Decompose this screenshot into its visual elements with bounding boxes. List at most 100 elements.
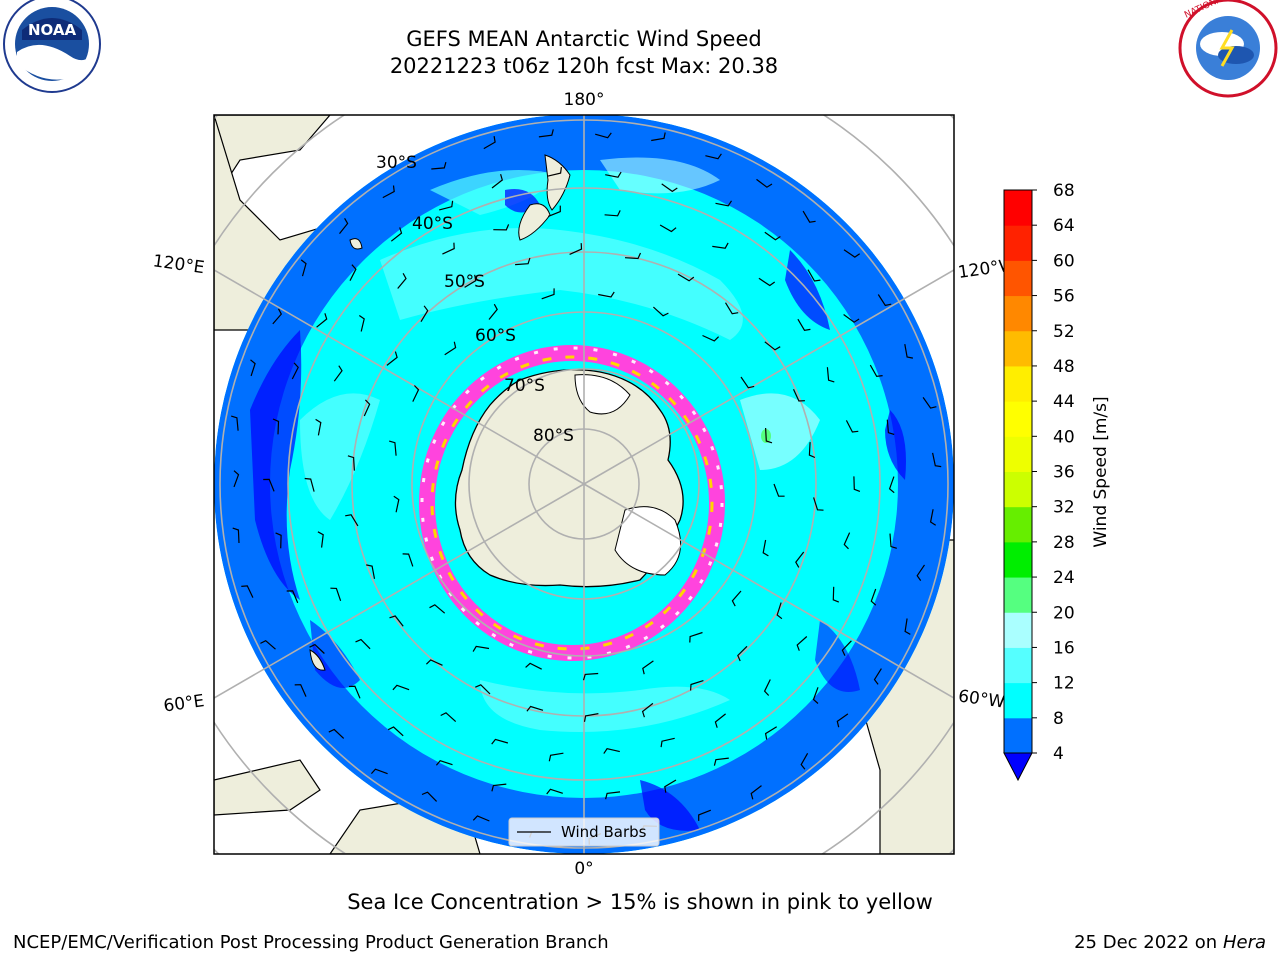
wind-barb bbox=[843, 532, 851, 550]
wind-barb bbox=[763, 679, 771, 696]
wind-barb bbox=[390, 227, 403, 242]
wind-barb bbox=[387, 726, 404, 737]
colorbar-tick-label: 16 bbox=[1053, 638, 1075, 658]
wind-barb bbox=[541, 288, 555, 300]
wind-barb bbox=[661, 183, 678, 193]
wind-barb bbox=[464, 274, 477, 288]
wind-barb bbox=[425, 659, 443, 666]
wind-barb bbox=[345, 514, 359, 527]
wind-barb bbox=[472, 645, 490, 652]
wind-barb bbox=[764, 341, 781, 351]
wind-barb bbox=[660, 737, 675, 748]
wind-barb bbox=[792, 388, 805, 402]
noaa-logo-text: NOAA bbox=[28, 21, 77, 39]
wind-barb bbox=[583, 713, 599, 722]
wind-barb bbox=[333, 365, 343, 382]
lat-label-70s: 70°S bbox=[504, 376, 545, 396]
wind-barb bbox=[316, 313, 328, 328]
wind-barb bbox=[429, 604, 446, 614]
wind-barb bbox=[808, 442, 816, 459]
wind-barb bbox=[796, 636, 808, 651]
wind-barb bbox=[431, 161, 447, 170]
colorbar-tick-label: 48 bbox=[1053, 357, 1075, 377]
wind-barb bbox=[392, 684, 410, 691]
wind-barb bbox=[677, 273, 695, 282]
wind-barb bbox=[339, 218, 349, 234]
colorbar-label: Wind Speed [m/s] bbox=[1091, 396, 1111, 547]
wind-barb bbox=[904, 343, 914, 359]
wind-barb bbox=[397, 273, 407, 289]
colorbar-tick-label: 20 bbox=[1053, 603, 1075, 623]
wind-barb bbox=[347, 455, 355, 471]
colorbar-segment bbox=[1004, 682, 1032, 719]
wind-barb bbox=[595, 132, 612, 139]
wind-barb bbox=[546, 788, 563, 795]
colorbar-tick-label: 32 bbox=[1053, 498, 1075, 518]
lat-label-80s: 80°S bbox=[533, 426, 574, 446]
wind-barb bbox=[750, 785, 762, 800]
wind-barb bbox=[442, 242, 455, 255]
colorbar-tick-label: 12 bbox=[1053, 674, 1075, 694]
nws-logo: NATIONAL WEATHER SERVICE bbox=[1178, 0, 1280, 98]
colorbar-tick-label: 40 bbox=[1053, 427, 1075, 447]
colorbar-segment bbox=[1004, 190, 1032, 226]
colorbar-segment bbox=[1004, 436, 1032, 472]
wind-barb bbox=[330, 587, 342, 601]
wind-barb bbox=[624, 252, 642, 260]
wind-barb bbox=[412, 385, 420, 402]
chart-title: GEFS MEAN Antarctic Wind Speed bbox=[406, 27, 762, 51]
wind-barb bbox=[641, 702, 654, 718]
wind-barb bbox=[444, 341, 457, 356]
wind-barb bbox=[328, 728, 345, 739]
wind-barb bbox=[241, 585, 254, 598]
wind-barb bbox=[440, 712, 457, 723]
wind-barb bbox=[652, 306, 669, 317]
lat-label-60s: 60°S bbox=[475, 326, 516, 346]
wind-barb bbox=[715, 200, 733, 207]
wind-barb bbox=[713, 757, 729, 766]
wind-barb bbox=[538, 129, 554, 138]
wind-barb bbox=[888, 476, 895, 494]
wind-barb bbox=[393, 495, 400, 513]
wind-barb bbox=[548, 752, 564, 762]
colorbar-segment bbox=[1004, 260, 1032, 297]
colorbar-segment bbox=[1004, 401, 1032, 437]
wind-barb bbox=[712, 242, 729, 249]
wind-barb bbox=[472, 815, 490, 822]
wind-barb bbox=[762, 539, 769, 557]
wind-barb bbox=[605, 171, 622, 178]
wind-barb bbox=[698, 809, 712, 821]
wind-barb bbox=[272, 308, 283, 325]
colorbar-tick-label: 56 bbox=[1053, 287, 1075, 307]
wind-barb bbox=[737, 645, 748, 662]
wind-barb bbox=[300, 259, 307, 277]
wind-barb bbox=[389, 615, 404, 627]
colorbar-tick-label: 68 bbox=[1053, 181, 1075, 201]
colorbar-tick-label: 52 bbox=[1053, 322, 1075, 342]
colorbar-segment bbox=[1004, 225, 1032, 261]
wind-barb bbox=[916, 564, 925, 581]
wind-barb bbox=[491, 174, 503, 189]
wind-barb bbox=[812, 687, 819, 704]
wind-barb bbox=[488, 303, 498, 320]
wind-barb bbox=[366, 564, 376, 579]
wind-barb bbox=[843, 314, 860, 323]
wind-barb bbox=[929, 509, 937, 526]
wind-barb bbox=[664, 779, 677, 793]
wind-barb bbox=[491, 783, 507, 792]
wind-barb bbox=[569, 243, 583, 255]
wind-barb bbox=[420, 305, 429, 323]
wind-barb bbox=[582, 672, 599, 681]
map-legend: Wind Barbs bbox=[508, 817, 660, 847]
wind-barb bbox=[402, 553, 414, 567]
wind-barb bbox=[764, 726, 778, 740]
wind-barb bbox=[603, 748, 620, 754]
wind-barb bbox=[776, 602, 783, 620]
graticule bbox=[214, 115, 954, 854]
wind-barb bbox=[526, 705, 544, 712]
colorbar-extend-triangle bbox=[1003, 752, 1033, 782]
wind-barb bbox=[642, 660, 654, 675]
map-frame bbox=[213, 114, 955, 855]
wind-barb bbox=[493, 224, 510, 231]
lat-label-30s: 30°S bbox=[376, 153, 417, 173]
